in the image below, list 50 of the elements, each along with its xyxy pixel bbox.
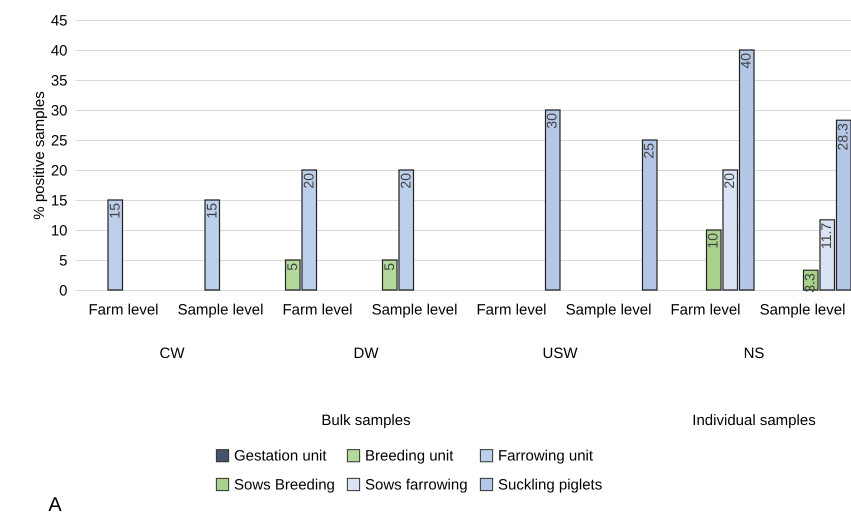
bar (204, 199, 220, 291)
data-label: 5 (380, 262, 397, 271)
y-tick-label: 40 (50, 42, 68, 60)
y-tick-label: 20 (50, 162, 68, 180)
text: Individual samples (692, 412, 816, 429)
x-tick-label: Farm level (88, 302, 159, 318)
data-label: 10 (704, 232, 721, 249)
x-tick-label: Farm level (670, 302, 741, 318)
y-tick-label: 10 (50, 222, 68, 240)
text: DW (354, 345, 380, 362)
y-tick-label: 30 (50, 102, 68, 120)
text: USW (542, 345, 578, 362)
data-label: 5 (284, 262, 300, 271)
legend-label: Farrowing unit (498, 448, 594, 465)
data-label: 11.7 (818, 222, 834, 250)
y-tick-label: 5 (59, 252, 68, 270)
y-tick-label: 0 (59, 282, 68, 300)
data-label: 20 (397, 172, 414, 189)
data-label: 40 (738, 52, 754, 69)
data-label: 20 (721, 172, 738, 189)
x-tick-label: Sample level (760, 302, 846, 318)
text: Bulk samples (321, 412, 411, 429)
x-tick-label: Sample level (178, 302, 264, 318)
y-axis-title: % positive samples (30, 91, 48, 220)
x-tick-label: Sample level (372, 302, 458, 318)
data-label: 20 (300, 172, 316, 189)
y-tick-label: 15 (50, 192, 68, 210)
legend-label: Sows farrowing (365, 476, 468, 494)
bar (107, 199, 124, 291)
y-tick-label: 35 (50, 72, 68, 90)
legend-label: Sows Breeding (234, 476, 335, 494)
y-tick-label: 25 (50, 132, 68, 150)
legend-label: Gestation unit (234, 448, 328, 465)
data-label: 28.3 (834, 122, 851, 150)
text: A (48, 494, 62, 516)
x-tick-label: Sample level (566, 302, 652, 318)
y-tick-label: 45 (50, 12, 68, 30)
data-label: 3.3 (802, 272, 818, 293)
data-label: 15 (203, 202, 220, 219)
text: CW (160, 345, 186, 362)
x-tick-label: Farm level (476, 302, 547, 318)
bar (544, 109, 561, 291)
text: NS (744, 345, 764, 362)
x-tick-label: Farm level (282, 302, 353, 318)
data-label: 30 (544, 112, 560, 129)
legend-label: Suckling piglets (498, 476, 602, 494)
legend-label: Breeding unit (365, 448, 454, 465)
data-label: 15 (106, 202, 122, 219)
bar (642, 139, 658, 291)
data-label: 25 (640, 142, 657, 159)
